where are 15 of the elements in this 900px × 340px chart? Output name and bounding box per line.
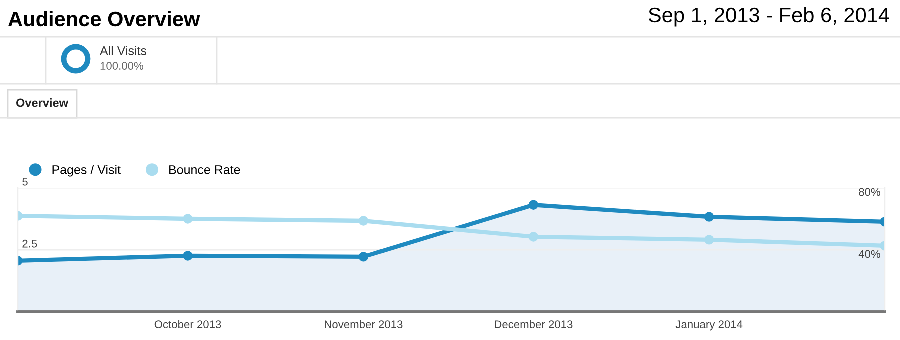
y2-tick-label: 80% [859, 188, 880, 196]
y-tick-label: 2.5 [22, 240, 38, 248]
x-tick-label: December 2013 [495, 320, 573, 328]
y2-tick-label: 40% [858, 250, 880, 258]
text: 100.00% [100, 62, 144, 70]
y-tick-label: 5 [22, 178, 28, 186]
legend-label: Pages / Visit [52, 165, 121, 177]
text: Overview [16, 98, 69, 108]
x-tick-label: January 2014 [676, 320, 743, 331]
chart-subtitle: Sep 1, 2013 - Feb 6, 2014 [648, 7, 890, 27]
x-tick-label: October 2013 [154, 320, 222, 328]
text: All Visits [100, 46, 147, 56]
legend-label: Bounce Rate [170, 166, 240, 174]
chart-title: Audience Overview [8, 11, 200, 27]
x-tick-label: November 2013 [325, 320, 403, 328]
